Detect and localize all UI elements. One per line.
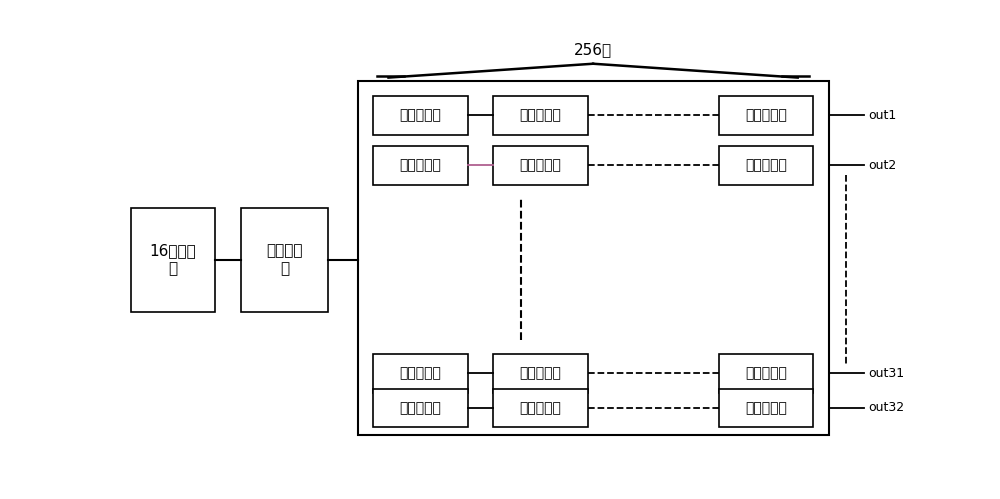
- Bar: [373, 96, 468, 135]
- Bar: [373, 389, 468, 427]
- Bar: [373, 354, 468, 393]
- Text: 16位计数
器: 16位计数 器: [150, 244, 196, 276]
- Text: 乘法器电
路: 乘法器电 路: [266, 244, 303, 276]
- Bar: [373, 146, 468, 185]
- Text: 移位寄存器: 移位寄存器: [519, 366, 561, 380]
- Bar: [131, 208, 215, 312]
- Text: 移位寄存器: 移位寄存器: [519, 108, 561, 122]
- Bar: [493, 146, 588, 185]
- Bar: [719, 96, 813, 135]
- Text: 256个: 256个: [574, 42, 612, 57]
- Text: 移位寄存器: 移位寄存器: [745, 366, 787, 380]
- Text: out1: out1: [868, 109, 896, 122]
- Bar: [493, 96, 588, 135]
- Bar: [241, 208, 328, 312]
- Text: 移位寄存器: 移位寄存器: [399, 401, 441, 415]
- Text: out32: out32: [868, 401, 904, 415]
- Text: out2: out2: [868, 159, 896, 172]
- Text: 移位寄存器: 移位寄存器: [519, 401, 561, 415]
- Bar: [719, 354, 813, 393]
- Text: 移位寄存器: 移位寄存器: [745, 158, 787, 172]
- Bar: [358, 81, 829, 435]
- Text: 移位寄存器: 移位寄存器: [399, 108, 441, 122]
- Text: 移位寄存器: 移位寄存器: [519, 158, 561, 172]
- Bar: [493, 354, 588, 393]
- Bar: [493, 389, 588, 427]
- Text: 移位寄存器: 移位寄存器: [745, 108, 787, 122]
- Bar: [719, 146, 813, 185]
- Text: 移位寄存器: 移位寄存器: [399, 366, 441, 380]
- Bar: [719, 389, 813, 427]
- Text: 移位寄存器: 移位寄存器: [399, 158, 441, 172]
- Text: 移位寄存器: 移位寄存器: [745, 401, 787, 415]
- Text: out31: out31: [868, 367, 904, 380]
